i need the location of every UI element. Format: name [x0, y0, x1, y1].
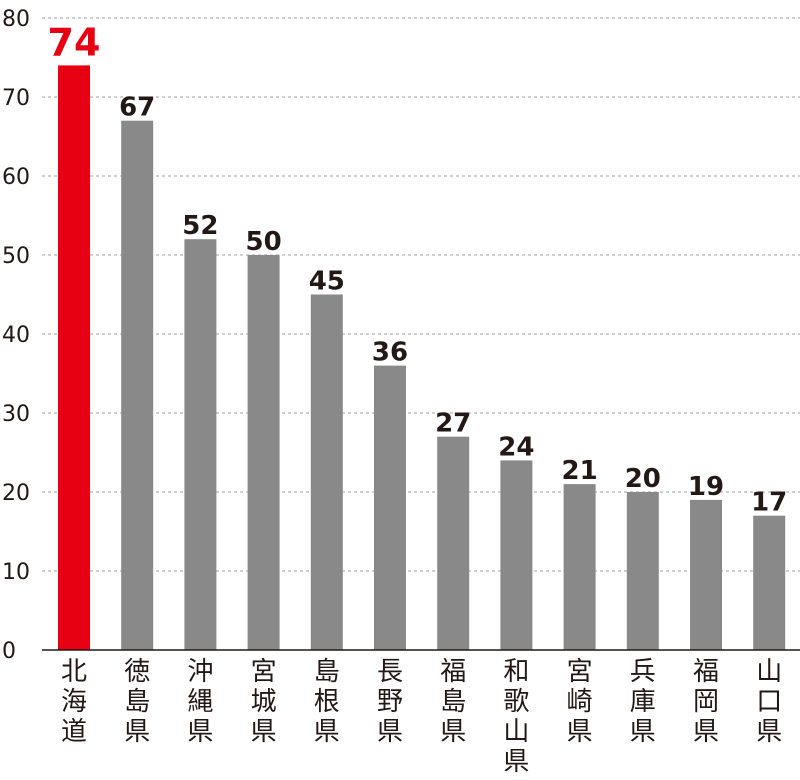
y-tick-label: 30	[2, 402, 30, 427]
grid-lines	[42, 17, 800, 572]
bar	[58, 65, 90, 650]
bar	[374, 365, 406, 650]
category-label: 徳島県	[124, 657, 150, 747]
bars	[58, 65, 786, 650]
y-tick-label: 60	[2, 165, 30, 190]
value-label: 20	[625, 464, 661, 494]
value-label: 19	[688, 472, 724, 502]
value-labels: 74 67 52 50 45 36 27 24 21 20 19 17	[48, 20, 788, 517]
y-tick-label: 80	[2, 7, 30, 32]
category-label: 福岡県	[693, 657, 719, 747]
y-tick-label: 20	[2, 481, 30, 506]
category-label: 和歌山県	[503, 657, 529, 777]
bar	[184, 239, 217, 650]
y-tick-label: 70	[2, 86, 30, 111]
value-label: 67	[119, 93, 155, 123]
y-tick-label: 40	[2, 323, 30, 348]
bar	[437, 436, 470, 650]
category-label: 長野県	[377, 657, 403, 747]
value-label: 74	[48, 20, 101, 64]
y-tick-label: 10	[2, 560, 30, 585]
category-label: 兵庫県	[630, 657, 656, 747]
bar	[690, 499, 722, 650]
category-label: 島根県	[314, 657, 340, 747]
bar	[310, 294, 343, 650]
bar	[247, 255, 280, 650]
y-tick-label: 0	[2, 639, 16, 664]
value-label: 27	[435, 409, 471, 439]
bar	[500, 460, 533, 650]
y-axis-ticks: 0 10 20 30 40 50 60 70 80	[2, 7, 30, 664]
category-label: 宮崎県	[567, 657, 593, 747]
value-label: 52	[182, 211, 218, 241]
bar	[753, 515, 786, 650]
category-label: 宮城県	[251, 657, 277, 747]
category-labels: 北海道 徳島県 沖縄県 宮城県 島根県 長野県 福島県 和歌山県 宮崎県 兵庫県 福岡県 山口県	[61, 657, 782, 777]
value-label: 50	[246, 227, 282, 257]
category-label: 沖縄県	[187, 657, 213, 747]
value-label: 24	[498, 432, 534, 462]
category-label: 山口県	[756, 657, 782, 747]
value-label: 17	[751, 488, 787, 518]
value-label: 36	[372, 338, 408, 368]
y-tick-label: 50	[2, 244, 30, 269]
value-label: 45	[309, 267, 345, 297]
category-label: 福島県	[440, 657, 466, 747]
value-label: 21	[562, 456, 598, 486]
bar	[563, 484, 596, 650]
bar	[121, 120, 154, 650]
category-label: 北海道	[61, 657, 87, 747]
bar	[626, 492, 659, 650]
